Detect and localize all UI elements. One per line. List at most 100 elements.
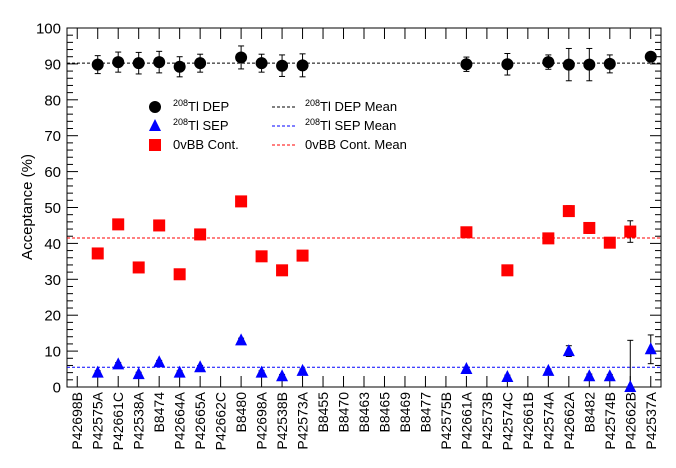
y-tick-label: 90 [44,56,61,73]
data-markers [91,50,657,392]
y-tick-label: 40 [44,236,61,253]
x-tick-label: B8455 [315,392,331,433]
legend: 208Tl DEP 208Tl SEP 0vBB Cont. 208Tl DEP Me… [149,98,407,152]
x-tick-label: P42661A [458,391,474,449]
sep-point [153,355,166,368]
sep-point [255,365,268,378]
dep-point [603,57,616,70]
cont-point [460,226,473,239]
y-tick-label: 30 [44,272,61,289]
legend-line-label: 208Tl DEP Mean [305,98,397,114]
sep-point [112,357,125,370]
legend-marker-label: 0vBB Cont. [173,137,239,152]
x-tick-label: P42573A [295,391,311,449]
x-tick-label: P42665A [192,391,208,449]
x-tick-label: P42698A [254,391,270,449]
x-tick-label: P42538B [274,392,290,450]
cont-point [562,205,575,218]
cont-point [583,221,596,234]
dep-point [562,58,575,71]
y-tick-label: 0 [53,380,61,397]
sep-point [603,369,616,382]
cont-point [153,219,166,232]
x-tick-label: B8474 [151,392,167,433]
sep-point [296,363,309,376]
x-tick-label: B8465 [376,392,392,433]
cont-point [132,261,145,274]
sep-point [624,380,637,392]
y-tick-label: 70 [44,128,61,145]
dep-point [583,58,596,71]
x-tick-label: P42661C [110,392,126,450]
legend-cont-marker [149,139,161,151]
y-tick-label: 80 [44,92,61,109]
sep-point [276,369,289,382]
sep-point [501,369,514,382]
dep-point [276,59,289,72]
x-tick-label: P42575A [90,391,106,449]
legend-line-label: 0vBB Cont. Mean [305,137,407,152]
x-tick-label: P42575B [438,392,454,450]
cont-point [91,247,104,260]
legend-marker-label: 208Tl DEP [173,98,229,114]
legend-line-label: 208Tl SEP Mean [305,117,396,133]
sep-point [583,369,596,382]
y-tick-label: 10 [44,344,61,361]
cont-point [235,195,248,208]
x-tick-label: B8463 [356,392,372,433]
mean-lines [67,62,661,368]
x-tick-label: P42573B [479,392,495,450]
x-tick-label: P42662B [622,392,638,450]
legend-dep-marker [149,101,161,113]
legend-marker-label: 208Tl SEP [173,117,229,133]
dep-point [501,58,514,71]
dep-point [91,58,104,71]
x-tick-label: B8477 [417,392,433,433]
sep-point [460,362,473,375]
x-tick-label: B8469 [397,392,413,433]
y-tick-label: 20 [44,308,61,325]
dep-point [173,60,186,73]
cont-point [194,228,207,241]
x-tick-label: P42574C [499,392,515,450]
sep-point [173,365,186,378]
x-tick-label: P42574B [602,392,618,450]
dep-point [296,59,309,72]
cont-point [173,268,186,281]
cont-point [501,264,514,277]
y-tick-label: 100 [36,21,61,38]
cont-point [276,264,289,277]
y-tick-label: 60 [44,164,61,181]
dep-point [112,56,125,69]
legend-sep-marker [149,119,161,131]
x-tick-label: P42664A [172,391,188,449]
cont-point [542,232,555,245]
x-tick-label: P42574A [540,391,556,449]
y-axis-label: Acceptance (%) [19,154,36,260]
x-tick-label: P42538A [131,391,147,449]
x-tick-label: B8470 [336,392,352,433]
cont-point [603,236,616,249]
sep-point [542,363,555,376]
sep-point [91,365,104,378]
y-tick-label: 50 [44,200,61,217]
sep-point [562,344,575,357]
x-tick-label: P42661B [520,392,536,450]
dep-point [460,58,473,71]
cont-point [624,225,637,238]
cont-point [255,250,268,263]
sep-point [644,342,657,355]
dep-point [542,56,555,69]
dep-point [153,56,166,69]
dep-point [132,57,145,70]
x-tick-label: P42662A [561,391,577,449]
cont-point [296,249,309,262]
sep-point [132,367,145,380]
x-tick-label: P42698B [69,392,85,450]
x-tick-label: P42662C [213,392,229,450]
x-tick-label: P42537A [643,391,659,449]
cont-point [112,218,125,231]
dep-point [255,57,268,70]
